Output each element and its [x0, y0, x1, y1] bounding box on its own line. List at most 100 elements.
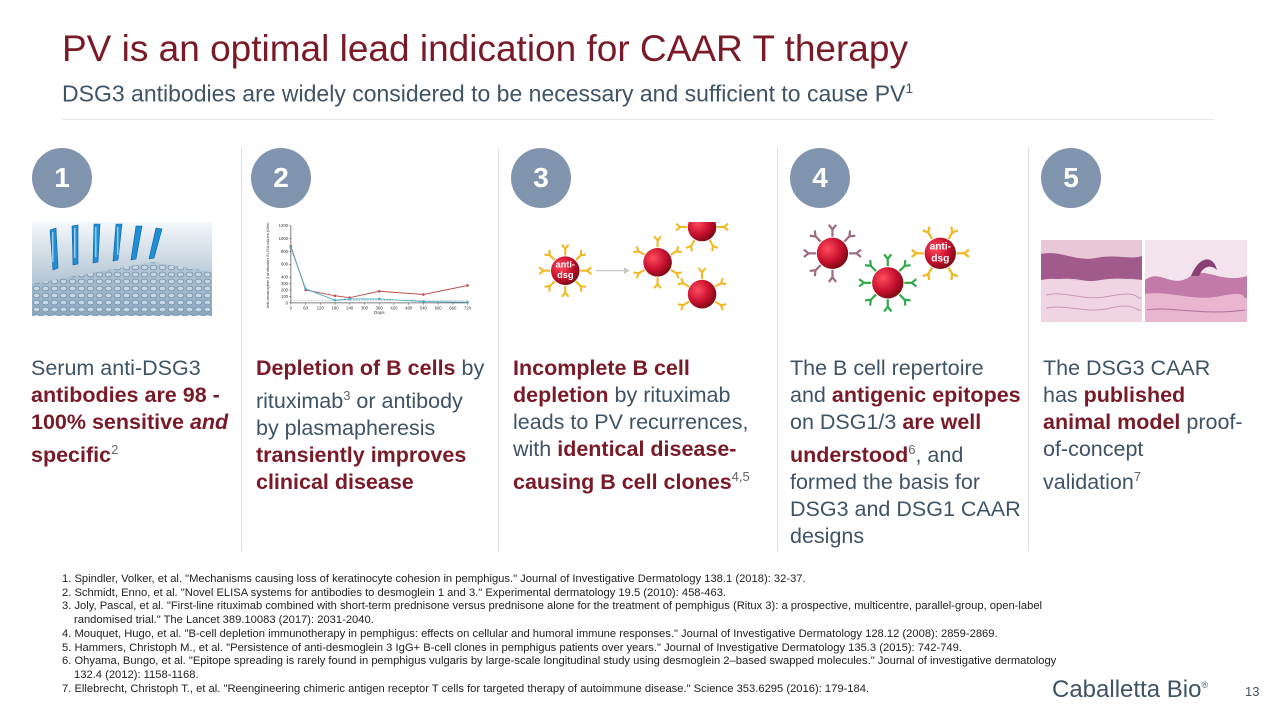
- header-divider: [62, 119, 1214, 120]
- series-line-2: [290, 247, 468, 303]
- subtitle-reference: 1: [905, 80, 914, 96]
- antibody-producing-cell: anti- dsg: [538, 243, 593, 298]
- y-tick-label: 100: [281, 294, 289, 299]
- step-number-1: 1: [32, 148, 92, 208]
- column-2-text-part: by rituximab: [256, 356, 485, 414]
- column-4-text-part: , and formed the basis for DSG3 and DSG1…: [790, 443, 1021, 549]
- references-list: 1. Spindler, Volker, et al. "Mechanisms …: [62, 573, 1072, 696]
- column-3-text-part: by rituximab leads to PV recurrences, wi…: [513, 383, 749, 461]
- epitope-repertoire-diagram: anti- dsg: [802, 223, 970, 313]
- page-title: PV is an optimal lead indication for CAA…: [62, 28, 908, 69]
- reference-item: 4. Mouquet, Hugo, et al. "B-cell depleti…: [62, 627, 998, 640]
- x-tick-label: 180: [332, 305, 340, 310]
- column-5-text-part: proof-of-concept validation: [1043, 410, 1243, 495]
- column-4-emphasis: are well understood: [790, 410, 982, 468]
- column-4-text-part: The B cell repertoire and: [790, 356, 984, 407]
- step-number-2: 2: [251, 148, 311, 208]
- column-1-emphasis: specific: [31, 443, 112, 468]
- column-3-text: Incomplete B cell depletion by rituximab…: [513, 355, 775, 496]
- anti-dsg-label: anti-: [930, 242, 951, 253]
- column-divider: [1028, 148, 1029, 551]
- x-tick-label: 540: [420, 305, 428, 310]
- x-tick-label: 0: [290, 305, 293, 310]
- column-2-text-part: or antibody by plasmapheresis: [256, 389, 463, 441]
- anti-dsg-label: dsg: [557, 270, 574, 280]
- data-point: [422, 300, 425, 303]
- y-tick-label: 800: [281, 249, 289, 254]
- subtitle-text: DSG3 antibodies are widely considered to…: [62, 80, 906, 107]
- data-point: [466, 284, 469, 287]
- y-tick-label: 1000: [279, 236, 289, 241]
- data-point: [333, 294, 337, 298]
- column-2-reference: 3: [343, 388, 351, 403]
- anti-dsg-label: anti-: [556, 259, 575, 269]
- x-tick-label: 240: [346, 305, 354, 310]
- y-tick-label: 1200: [279, 223, 289, 228]
- column-5-text-part: The DSG3 CAAR has: [1043, 356, 1211, 407]
- reference-item: 6. Ohyama, Bungo, et al. "Epitope spread…: [62, 655, 1057, 681]
- page-number: 13: [1245, 684, 1260, 699]
- cabaletta-bio-logo: Caballetta Bio®: [1052, 676, 1208, 704]
- reference-item: 7. Ellebrecht, Christoph T., et al. "Ree…: [62, 682, 870, 695]
- column-2-text: Depletion of B cells by rituximab3 or an…: [256, 355, 486, 496]
- y-tick-label: 300: [281, 281, 289, 286]
- reference-item: 1. Spindler, Volker, et al. "Mechanisms …: [62, 573, 806, 585]
- data-point: [377, 289, 381, 293]
- x-tick-label: 600: [435, 305, 443, 310]
- column-2-emphasis: transiently improves clinical disease: [256, 443, 467, 495]
- chart-series-group: [289, 244, 469, 304]
- y-tick-label: 400: [281, 275, 289, 280]
- column-1-text: Serum anti-DSG3 antibodies are 98 - 100%…: [31, 355, 231, 469]
- column-3-emphasis: identical disease-causing B cell clones: [513, 437, 737, 495]
- column-5-emphasis: published animal model: [1043, 383, 1186, 434]
- x-tick-label: 480: [405, 305, 413, 310]
- column-4-text: The B cell repertoire and antigenic epit…: [790, 355, 1022, 550]
- elisa-plate-photo: [32, 222, 212, 316]
- histology-images: [1041, 240, 1247, 322]
- step-number-3: 3: [511, 148, 571, 208]
- data-point: [333, 298, 337, 302]
- column-4-text-part: on DSG1/3: [790, 410, 903, 434]
- column-1-reference: 2: [111, 442, 119, 457]
- arrow-head: [624, 267, 630, 275]
- column-4-reference: 6: [908, 442, 916, 457]
- reference-item: 5. Hammers, Christoph M., et al. "Persis…: [62, 641, 962, 654]
- logo-text: Caballetta Bio: [1052, 676, 1202, 703]
- x-tick-label: 60: [303, 305, 308, 310]
- column-divider: [498, 148, 499, 551]
- recurrent-b-cell-clones: [632, 222, 730, 312]
- page-subtitle: DSG3 antibodies are widely considered to…: [62, 80, 913, 108]
- column-5-reference: 7: [1133, 469, 1142, 484]
- data-point: [466, 300, 469, 304]
- chart-axes: 0 60 120 180 240 300 360 420 480 540 600 660 7200100…: [265, 222, 472, 315]
- column-1-emphasis-italic: and: [189, 410, 229, 434]
- column-2-emphasis: Depletion of B cells: [256, 356, 456, 380]
- x-tick-label: 360: [376, 305, 384, 310]
- column-3-reference: 4,5: [731, 469, 750, 484]
- column-1-emphasis: antibodies are 98 - 100% sensitive: [31, 383, 220, 434]
- y-tick-label: 200: [281, 287, 289, 292]
- b-cell-green-receptors: [858, 253, 918, 313]
- x-axis-label: Days: [374, 310, 385, 315]
- b-cell-mauve-receptors: [802, 223, 863, 284]
- x-tick-label: 660: [449, 305, 457, 310]
- logo-registered-mark: ®: [1201, 680, 1209, 690]
- y-axis-label: Anti-desmoglein 3 antibodies ELISA value…: [265, 222, 270, 308]
- data-point: [289, 246, 293, 249]
- anti-dsg-label: dsg: [931, 254, 949, 265]
- x-tick-label: 120: [317, 305, 325, 310]
- column-divider: [241, 148, 242, 551]
- anti-dsg-b-cell: anti- dsg: [910, 225, 970, 282]
- b-cell-recurrence-diagram: anti- dsg: [538, 222, 730, 312]
- x-tick-label: 300: [361, 305, 369, 310]
- column-divider: [777, 148, 778, 551]
- data-point: [304, 287, 307, 291]
- y-tick-label: 0: [286, 300, 289, 305]
- step-number-5: 5: [1041, 148, 1101, 208]
- column-1-text-part: Serum anti-DSG3: [31, 356, 201, 380]
- data-point: [348, 297, 352, 301]
- data-point: [377, 297, 381, 301]
- column-3-emphasis: Incomplete B cell depletion: [513, 356, 690, 407]
- step-number-4: 4: [790, 148, 850, 208]
- reference-item: 2. Schmidt, Enno, et al. "Novel ELISA sy…: [62, 586, 727, 599]
